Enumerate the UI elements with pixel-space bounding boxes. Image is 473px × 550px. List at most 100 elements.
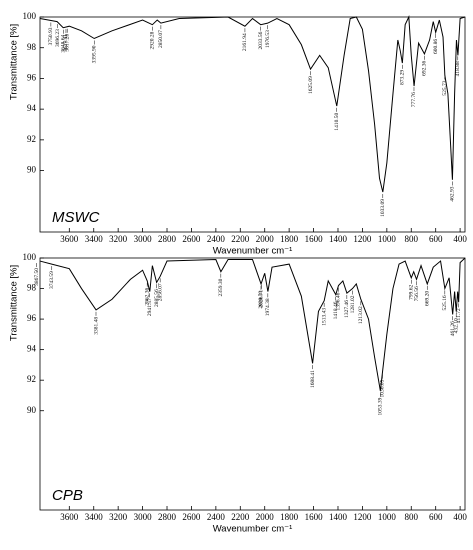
y-axis-label: Transmittance [%] [9,24,20,100]
peak-label: 1410.50 [334,113,340,131]
y-tick-label: 98 [27,283,37,293]
x-tick-label: 1400 [329,512,348,522]
y-axis-label: Transmittance [%] [9,265,20,341]
peak-label: 2850.07 [158,30,164,48]
x-tick-label: 3600 [60,234,79,244]
y-tick-label: 98 [27,42,37,52]
x-tick-label: 3200 [109,512,128,522]
x-tick-label: 2200 [231,234,250,244]
x-tick-label: 600 [429,512,443,522]
peak-label: 432.10 [453,318,459,333]
x-tick-label: 3400 [85,234,104,244]
peak-label: 3617.20 [64,33,70,51]
peak-label: 600.86 [433,39,439,54]
peak-label: 756.56 [414,286,420,301]
peak-label: 2885.56 [154,289,160,307]
peak-label: 418.88 [455,61,461,76]
peak-label: 2026.71 [259,290,265,308]
peak-label: 3627.41 [63,34,69,52]
peak-label: 2856.07 [157,283,163,301]
x-tick-label: 2600 [182,512,201,522]
peak-label: 525.16 [442,295,448,310]
y-tick-label: 90 [27,165,37,175]
peak-label: 461.26 [450,321,456,336]
peak-label: 2941.57 [147,298,153,316]
x-tick-label: 2000 [256,234,275,244]
peak-label: 799.62 [409,284,415,299]
y-tick-label: 92 [27,134,36,144]
y-tick-label: 100 [23,252,37,262]
peak-label: 3750.93 [48,27,54,45]
peak-label: 3395.90 [92,45,98,63]
peak-label: 2962.36 [144,288,150,306]
y-tick-label: 96 [27,313,37,323]
peak-label: 1608.41 [310,370,316,388]
peak-label: 1513.43 [321,308,327,326]
x-tick-label: 1200 [353,234,372,244]
plot-frame [39,16,466,233]
peak-label: 2030.53 [258,291,264,309]
x-tick-label: 1800 [280,512,299,522]
peak-label: 1033.09 [380,199,386,217]
plot-frame [39,257,466,511]
x-tick-label: 1600 [305,234,324,244]
x-tick-label: 2200 [231,512,250,522]
x-tick-label: 2000 [256,512,275,522]
peak-label: 669.20 [425,291,431,306]
peak-label: 1396.46 [336,292,342,310]
panel-title: MSWC [52,209,100,226]
y-tick-label: 90 [27,405,37,415]
peak-label: 873.29 [400,70,406,85]
peak-label: 3696.23 [55,29,61,47]
x-tick-label: 2600 [182,234,201,244]
peak-label: 3381.48 [93,317,99,335]
y-tick-label: 92 [27,374,36,384]
x-axis-label: Wavenumber cm⁻¹ [213,246,293,257]
spectrum-line [39,257,466,391]
x-tick-label: 600 [429,234,443,244]
x-tick-label: 800 [405,234,419,244]
x-tick-label: 3000 [134,234,153,244]
y-tick-label: 94 [27,103,37,113]
peak-label: 525.73 [442,80,448,95]
x-tick-label: 1000 [378,234,397,244]
x-tick-label: 3400 [85,512,104,522]
peak-label: 1036.05 [380,379,386,397]
peak-label: 1281.02 [350,295,356,313]
x-tick-label: 3600 [60,512,79,522]
x-tick-label: 1800 [280,234,299,244]
peak-label: 2033.56 [258,31,264,49]
peak-label: 2161.94 [242,33,248,51]
peak-label: 692.36 [422,61,428,76]
peak-label: 462.93 [450,186,456,201]
peak-label: 1974.38 [265,298,271,316]
peak-label: 1213.02 [358,306,364,324]
x-tick-label: 400 [453,512,467,522]
peak-label: 2920.28 [150,31,156,49]
x-tick-label: 2800 [158,512,177,522]
peak-label: 3867.50 [34,268,40,286]
peak-label: 3743.59 [49,271,55,289]
peak-label: 1418.46 [333,301,339,319]
peak-label: 1625.09 [308,76,314,94]
x-tick-label: 1600 [305,512,324,522]
peak-label: 777.76 [411,92,417,107]
x-tick-label: 1000 [378,512,397,522]
x-tick-label: 2400 [207,512,226,522]
y-tick-label: 96 [27,72,37,82]
x-axis-label: Wavenumber cm⁻¹ [213,524,293,535]
y-tick-label: 94 [27,344,37,354]
x-tick-label: 2800 [158,234,177,244]
x-tick-label: 400 [453,234,467,244]
x-tick-label: 1200 [353,512,372,522]
peak-label: 1976.53 [265,30,271,48]
x-tick-label: 2400 [207,234,226,244]
y-tick-label: 100 [23,11,37,21]
x-tick-label: 3000 [134,512,153,522]
peak-label: 2359.30 [218,278,224,296]
peak-label: 3648.64 [61,34,67,52]
x-tick-label: 1400 [329,234,348,244]
peak-label: 1053.39 [378,397,384,415]
peak-label: 1327.46 [344,300,350,318]
